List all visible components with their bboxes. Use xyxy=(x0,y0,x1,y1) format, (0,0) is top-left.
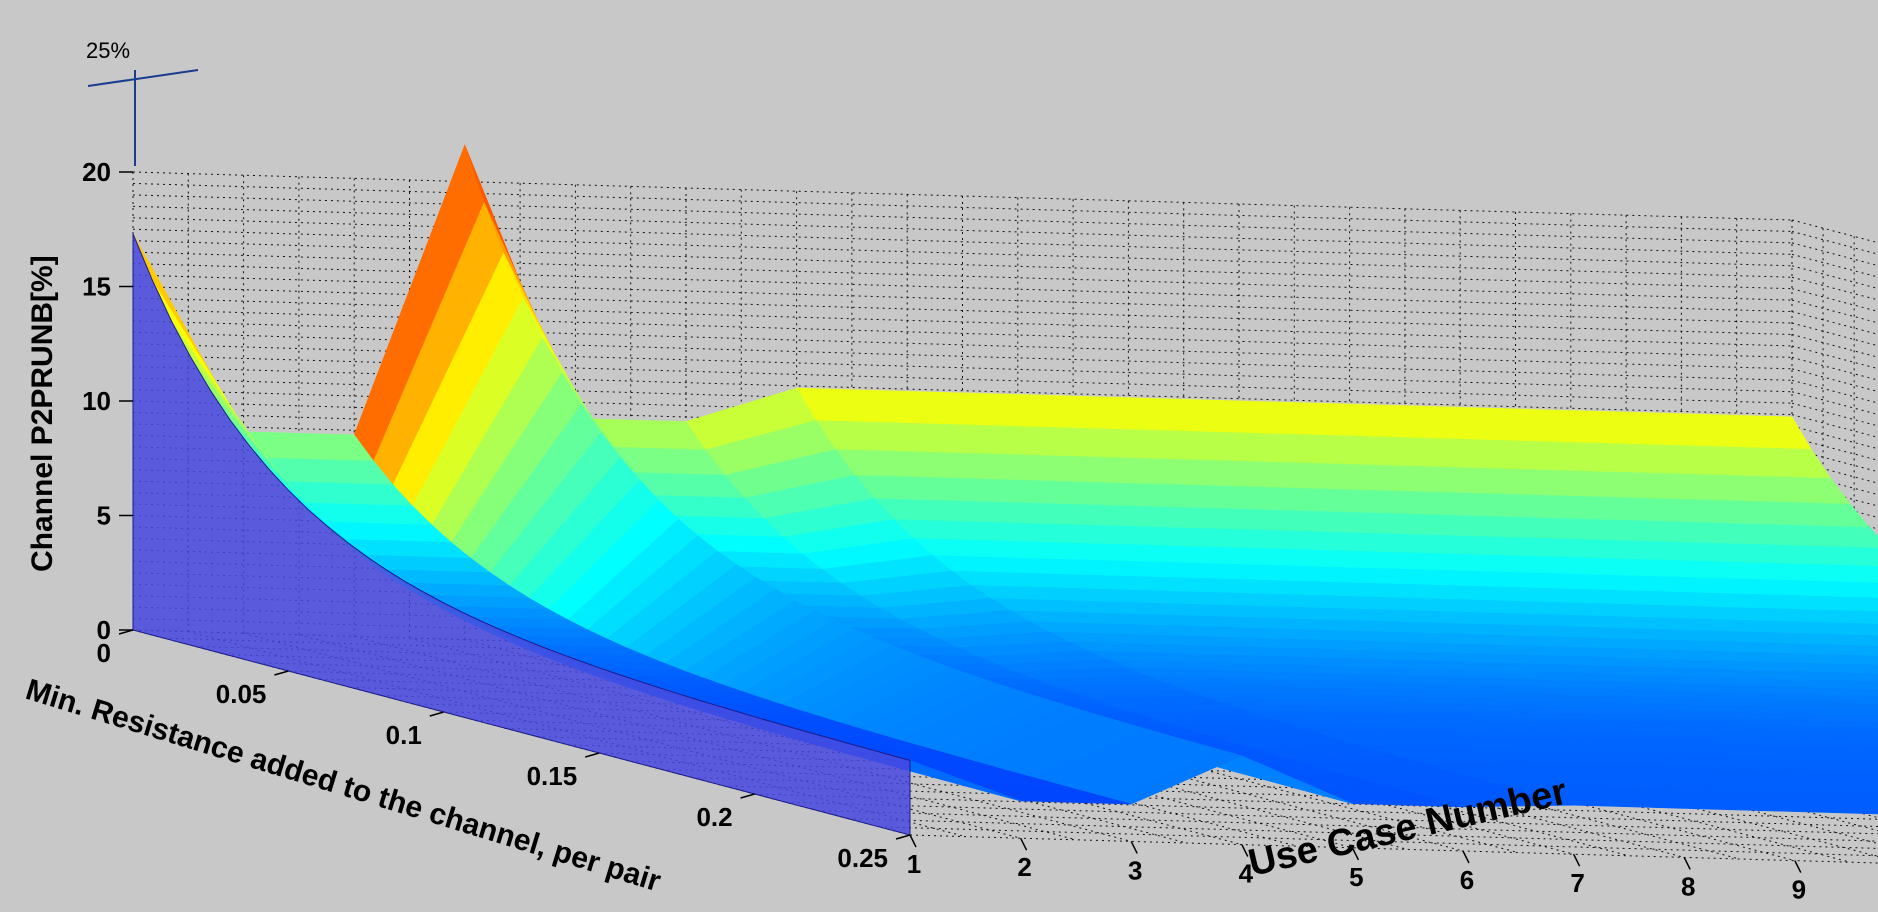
surface-patch xyxy=(1167,459,1297,488)
surface-patch xyxy=(1590,443,1720,475)
surface-patch xyxy=(1681,414,1811,450)
surface-patch xyxy=(1076,482,1206,508)
y-tick-label: 6 xyxy=(1460,865,1474,895)
y-tick-label: 5 xyxy=(1349,862,1363,892)
surface-patch xyxy=(1148,430,1278,462)
x-tick-label: 0.05 xyxy=(216,679,267,709)
y-tick-label: 1 xyxy=(907,849,921,879)
x-tick-label: 0.25 xyxy=(837,843,888,873)
z-axis-label: Channel P2PRUNB[%] xyxy=(26,255,59,572)
surface-patch xyxy=(874,499,1004,523)
surface-patch xyxy=(816,421,946,453)
y-tick-label: 7 xyxy=(1570,868,1584,898)
annotation-label: 25% xyxy=(86,38,130,63)
surface-patch xyxy=(1258,433,1388,465)
surface-patch xyxy=(1460,407,1590,443)
surface-patch xyxy=(1278,462,1408,491)
surface-patch xyxy=(836,450,966,479)
surface-patch xyxy=(966,479,1096,505)
surface-patch xyxy=(1571,411,1701,447)
y-tick-label: 2 xyxy=(1017,852,1031,882)
surface-patch xyxy=(1206,508,1336,532)
surface-patch xyxy=(1057,456,1187,485)
z-tick-label: 10 xyxy=(82,386,111,416)
surface-patch xyxy=(1480,440,1610,472)
surface-patch xyxy=(1610,472,1740,501)
surface-patch xyxy=(1317,512,1447,536)
surface-patch xyxy=(1629,498,1759,524)
surface-patch xyxy=(1350,404,1480,440)
x-tick-label: 0.1 xyxy=(386,720,422,750)
surface-patch xyxy=(1128,398,1258,434)
surface-patch xyxy=(1388,466,1518,495)
surface-patch xyxy=(1720,475,1850,504)
surface-patch xyxy=(1701,446,1831,478)
surface-patch xyxy=(1408,492,1538,518)
surface-patch xyxy=(1649,521,1779,545)
surface-patch xyxy=(797,388,927,424)
surface-patch xyxy=(1018,395,1148,431)
surface-patch xyxy=(927,424,1057,456)
surface-patch xyxy=(1740,501,1870,527)
surface-patch xyxy=(946,453,1076,482)
surface-patch xyxy=(1538,518,1668,542)
z-tick-label: 15 xyxy=(82,272,111,302)
x-tick-label: 0.15 xyxy=(527,761,578,791)
y-tick-label: 3 xyxy=(1128,855,1142,885)
surface-patch xyxy=(1499,469,1629,498)
z-tick-label: 20 xyxy=(82,157,111,187)
surface-patch xyxy=(985,502,1115,526)
surface-patch xyxy=(1187,485,1317,511)
y-tick-label: 9 xyxy=(1792,875,1806,905)
z-tick-label: 5 xyxy=(97,501,111,531)
surface-patch xyxy=(1369,437,1499,469)
surface-patch xyxy=(1037,427,1167,459)
surface-patch xyxy=(1096,505,1226,529)
surface-patch xyxy=(907,391,1037,427)
surface-patch xyxy=(1519,495,1649,521)
surface-patch xyxy=(1239,401,1369,437)
x-tick-label: 0 xyxy=(97,638,111,668)
y-tick-label: 8 xyxy=(1681,871,1695,901)
x-tick-label: 0.2 xyxy=(696,802,732,832)
surface-patch xyxy=(1297,488,1427,514)
surface-patch xyxy=(855,476,985,502)
surface-patch xyxy=(1427,515,1557,539)
